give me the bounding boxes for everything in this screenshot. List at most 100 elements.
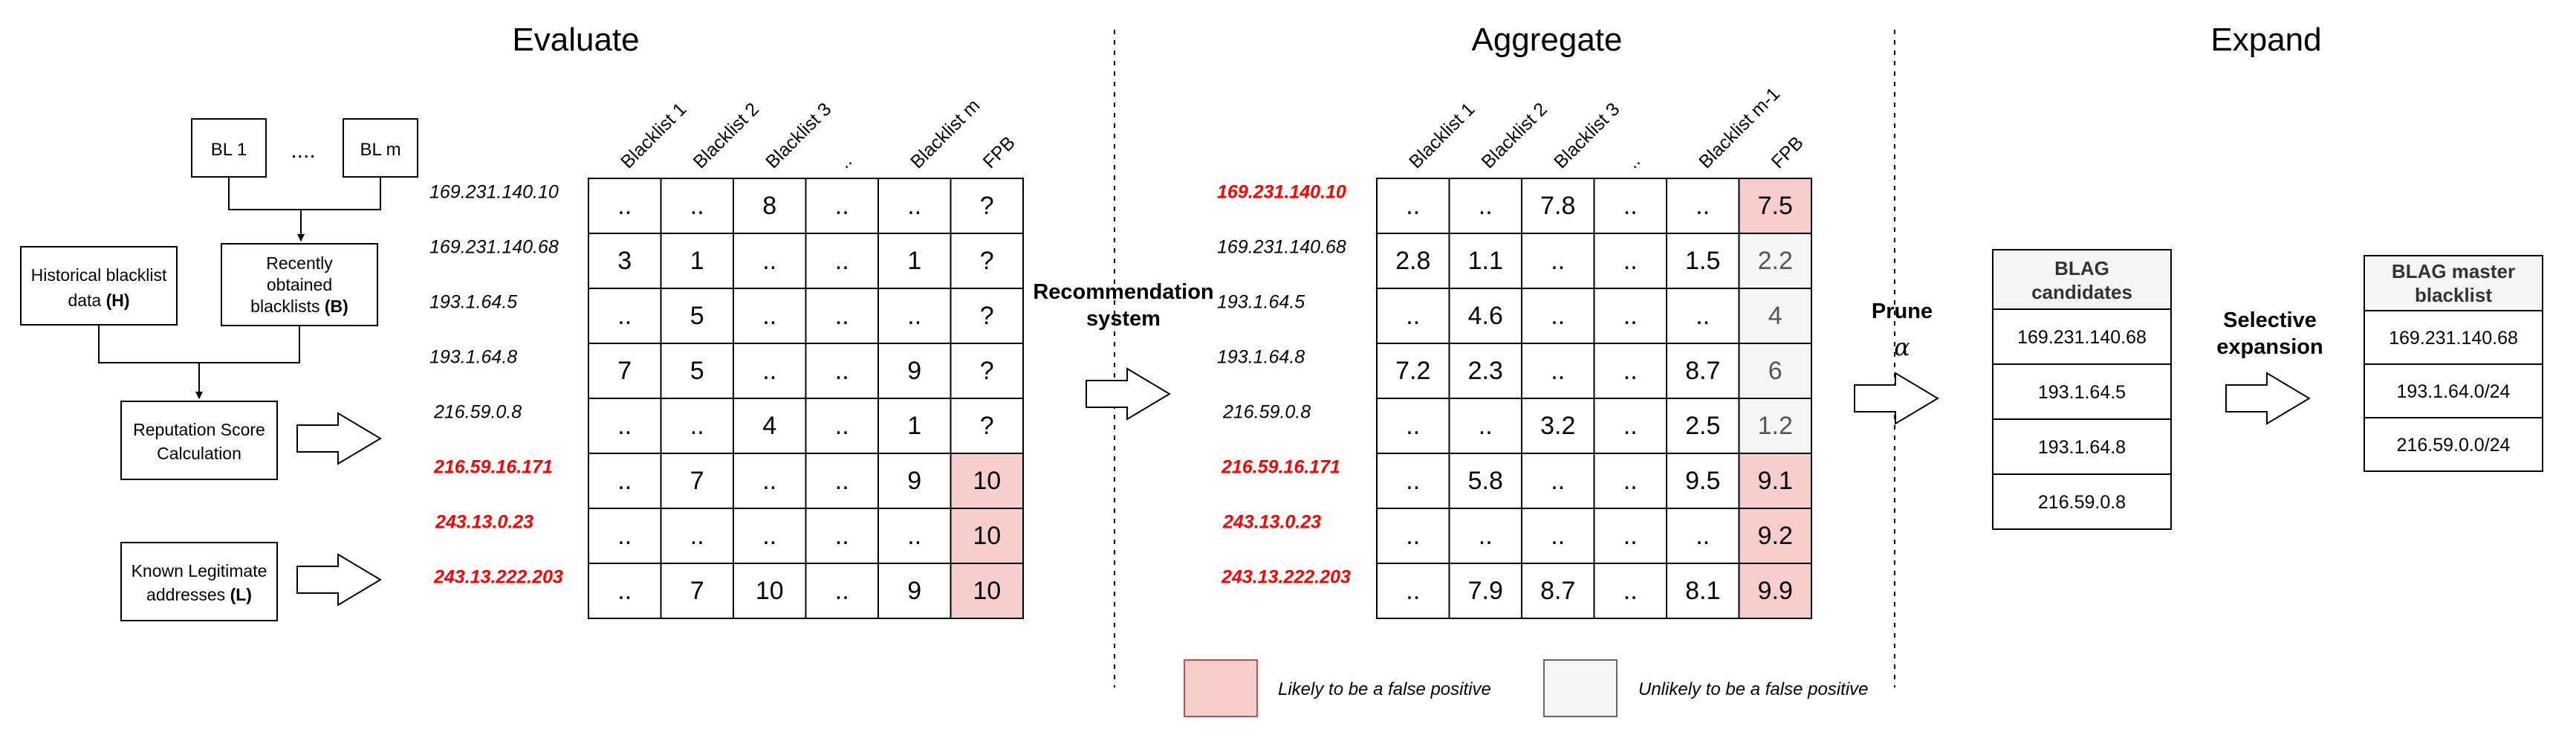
agg-cell-value: 1.5 <box>1685 247 1720 275</box>
agg-cell-value: .. <box>1623 467 1638 495</box>
agg-cell-value: 9.2 <box>1758 522 1793 550</box>
eval-fpb-cell <box>950 343 1024 399</box>
agg-cell-value: 2.8 <box>1395 247 1430 275</box>
eval-cell-value: .. <box>907 192 921 220</box>
candidate-item <box>1992 308 2172 365</box>
flow-arrow <box>296 553 382 606</box>
svg-text:data (H): data (H) <box>68 291 129 310</box>
eval-score-cell <box>877 563 952 619</box>
eval-score-cell <box>805 398 879 454</box>
agg-fpb-cell <box>1738 398 1812 454</box>
agg-score-cell <box>1521 343 1595 399</box>
agg-cell-value: 7.8 <box>1540 192 1575 220</box>
agg-cell-value: 2.3 <box>1468 357 1503 385</box>
eval-cell-value: 3 <box>617 247 632 275</box>
agg-cell-value: .. <box>1406 412 1420 440</box>
legend-swatch-likely <box>1184 659 1258 717</box>
flow-arrow <box>296 412 382 465</box>
agg-cell-value: .. <box>1696 302 1710 330</box>
agg-column-header: .. <box>1623 151 1645 173</box>
agg-fpb-cell <box>1738 563 1812 619</box>
master-title-line-1: BLAG master <box>2392 260 2515 282</box>
eval-score-cell <box>733 563 807 619</box>
agg-column-header: Blacklist 2 <box>1478 99 1551 172</box>
agg-fpb-cell <box>1738 453 1812 509</box>
eval-column-header: Blacklist 1 <box>617 99 690 172</box>
blag-master-blacklist: BLAG master blacklist 169.231.140.68 193.… <box>2364 255 2543 472</box>
eval-cell-value: 1 <box>907 412 921 440</box>
known-line-1: Known Legitimate <box>132 561 267 580</box>
eval-cell-value: .. <box>907 302 921 330</box>
master-item-label: 169.231.140.68 <box>2389 328 2518 349</box>
agg-row-ip-label: 243.13.0.23 <box>1222 512 1321 533</box>
blag-candidates-list: BLAG candidates 169.231.140.68 193.1.64.5… <box>1992 249 2172 530</box>
eval-table-row: 216.59.16.171.. 7.... 9 10 <box>433 453 1024 509</box>
agg-cell-value: 7.9 <box>1468 577 1503 605</box>
agg-cell-value: .. <box>1406 192 1420 220</box>
agg-score-cell <box>1666 178 1740 234</box>
eval-row-ip-label: 216.59.16.171 <box>433 457 553 478</box>
eval-fpb-cell <box>950 398 1024 454</box>
eval-score-cell <box>588 233 662 289</box>
eval-row-ip-label: 216.59.0.8 <box>433 402 522 423</box>
agg-cell-value: .. <box>1623 412 1638 440</box>
master-item <box>2364 310 2543 365</box>
eval-cell-value: 1 <box>907 247 921 275</box>
candidate-item-label: 216.59.0.8 <box>2038 492 2126 513</box>
agg-cell-value: 6 <box>1768 357 1782 385</box>
agg-score-cell <box>1448 288 1522 344</box>
eval-score-cell <box>588 343 662 399</box>
eval-table-row: 169.231.140.68 3 1.... 1? <box>429 233 1024 289</box>
eval-fpb-cell <box>950 453 1024 509</box>
agg-column-header: Blacklist 3 <box>1550 99 1623 172</box>
eval-cell-value: ? <box>980 192 994 220</box>
eval-cell-value: .. <box>835 522 849 550</box>
agg-cell-value: .. <box>1406 577 1420 605</box>
eval-score-cell <box>733 453 807 509</box>
agg-cell-value: .. <box>1551 467 1565 495</box>
agg-score-cell <box>1376 398 1450 454</box>
input-bl1-box: BL 1 <box>191 118 267 178</box>
agg-row-ip-label: 216.59.0.8 <box>1222 402 1311 423</box>
legend-swatch-unlikely <box>1543 659 1618 717</box>
agg-score-cell <box>1376 563 1450 619</box>
agg-cell-value: 8.7 <box>1540 577 1575 605</box>
eval-cell-value: .. <box>835 412 849 440</box>
reputation-line-2: Calculation <box>157 444 241 463</box>
selective-label-line-2: expansion <box>2216 335 2323 359</box>
agg-score-cell <box>1666 398 1740 454</box>
eval-table-row: 193.1.64.8 7 5.... 9? <box>429 343 1024 399</box>
agg-table-row: 193.1.64.8 7.2 2.3.... 8.7 6 <box>1217 343 1812 399</box>
eval-score-cell <box>660 343 734 399</box>
agg-cell-value: 5.8 <box>1468 467 1503 495</box>
eval-cell-value: .. <box>762 357 776 385</box>
eval-score-cell <box>660 563 734 619</box>
eval-cell-value: .. <box>617 522 632 550</box>
legend-label-unlikely: Unlikely to be a false positive <box>1638 679 1869 699</box>
agg-table-row: 243.13.222.203.. 7.9 8.7.. 8.1 9.9 <box>1221 563 1812 619</box>
eval-cell-value: 10 <box>973 467 1001 495</box>
agg-cell-value: .. <box>1696 192 1710 220</box>
agg-cell-value: .. <box>1623 302 1638 330</box>
legend: Likely to be a false positive Unlikely t… <box>1184 659 1869 717</box>
eval-cell-value: 1 <box>690 247 704 275</box>
eval-cell-value: .. <box>907 522 921 550</box>
recent-bold: (B) <box>325 297 348 316</box>
eval-cell-value: .. <box>835 577 849 605</box>
agg-cell-value: 7.2 <box>1395 357 1430 385</box>
agg-row-ip-label: 169.231.140.10 <box>1217 182 1346 203</box>
agg-fpb-cell <box>1738 233 1812 289</box>
eval-table-row: 193.1.64.5.. 5......? <box>429 288 1024 344</box>
eval-cell-value: 10 <box>973 522 1001 550</box>
master-item <box>2364 417 2543 472</box>
agg-row-ip-label: 193.1.64.5 <box>1217 292 1305 313</box>
section-title-aggregate: Aggregate <box>1471 22 1622 58</box>
agg-column-header: Blacklist 1 <box>1405 99 1479 172</box>
eval-score-cell <box>588 508 662 564</box>
input-blm-box: BL m <box>343 118 418 178</box>
historical-line-2: data <box>68 291 106 310</box>
agg-score-cell <box>1521 233 1595 289</box>
flow-arrow <box>2225 372 2311 425</box>
prune-alpha: α <box>1894 333 1910 361</box>
